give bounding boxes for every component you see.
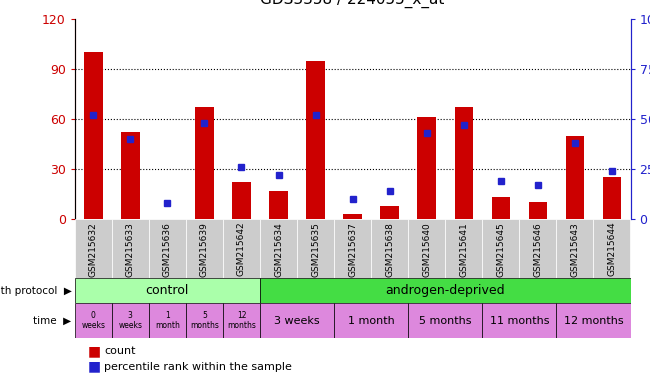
Text: GSM215645: GSM215645: [497, 222, 505, 276]
Bar: [112, 303, 149, 338]
Bar: [75, 278, 260, 303]
Bar: [149, 219, 186, 278]
Bar: [186, 219, 223, 278]
Text: 12 months: 12 months: [564, 316, 623, 326]
Bar: [556, 219, 593, 278]
Bar: [269, 190, 288, 219]
Bar: [84, 53, 103, 219]
Text: GSM215640: GSM215640: [422, 222, 431, 276]
Bar: [186, 303, 223, 338]
Bar: [454, 108, 473, 219]
Bar: [334, 303, 408, 338]
Bar: [380, 205, 399, 219]
Text: GSM215635: GSM215635: [311, 222, 320, 277]
Bar: [75, 219, 112, 278]
Bar: [260, 278, 630, 303]
Text: count: count: [104, 346, 135, 356]
Text: percentile rank within the sample: percentile rank within the sample: [104, 362, 292, 372]
Text: control: control: [146, 285, 189, 297]
Text: GSM215644: GSM215644: [608, 222, 616, 276]
Text: 0
weeks: 0 weeks: [81, 311, 105, 330]
Bar: [491, 197, 510, 219]
Text: GSM215642: GSM215642: [237, 222, 246, 276]
Text: GSM215634: GSM215634: [274, 222, 283, 276]
Text: 3
weeks: 3 weeks: [118, 311, 142, 330]
Text: GSM215637: GSM215637: [348, 222, 357, 277]
Bar: [260, 219, 297, 278]
Bar: [149, 303, 186, 338]
Text: 5 months: 5 months: [419, 316, 471, 326]
Text: 11 months: 11 months: [489, 316, 549, 326]
Text: 12
months: 12 months: [227, 311, 256, 330]
Bar: [593, 219, 630, 278]
Text: ■: ■: [88, 360, 101, 374]
Bar: [482, 219, 519, 278]
Text: 3 weeks: 3 weeks: [274, 316, 320, 326]
Text: GSM215639: GSM215639: [200, 222, 209, 277]
Bar: [408, 303, 482, 338]
Bar: [519, 219, 556, 278]
Bar: [121, 132, 140, 219]
Bar: [306, 61, 325, 219]
Bar: [195, 108, 214, 219]
Text: GSM215632: GSM215632: [89, 222, 98, 276]
Text: 1 month: 1 month: [348, 316, 395, 326]
Bar: [223, 303, 260, 338]
Text: time  ▶: time ▶: [33, 316, 72, 326]
Bar: [603, 177, 621, 219]
Text: growth protocol  ▶: growth protocol ▶: [0, 286, 72, 296]
Bar: [112, 219, 149, 278]
Text: GSM215646: GSM215646: [534, 222, 542, 276]
Text: androgen-deprived: androgen-deprived: [385, 285, 505, 297]
Bar: [371, 219, 408, 278]
Bar: [566, 136, 584, 219]
Bar: [75, 303, 112, 338]
Bar: [408, 219, 445, 278]
Bar: [445, 219, 482, 278]
Bar: [343, 214, 362, 219]
Text: 5
months: 5 months: [190, 311, 219, 330]
Bar: [334, 219, 371, 278]
Text: GSM215633: GSM215633: [126, 222, 135, 277]
Text: GSM215636: GSM215636: [163, 222, 172, 277]
Bar: [556, 303, 630, 338]
Bar: [528, 202, 547, 219]
Text: GDS3358 / 224055_x_at: GDS3358 / 224055_x_at: [261, 0, 445, 8]
Bar: [260, 303, 334, 338]
Text: GSM215643: GSM215643: [571, 222, 579, 276]
Bar: [232, 182, 251, 219]
Bar: [417, 118, 436, 219]
Bar: [223, 219, 260, 278]
Text: ■: ■: [88, 344, 101, 358]
Text: GSM215641: GSM215641: [460, 222, 468, 276]
Text: GSM215638: GSM215638: [385, 222, 394, 277]
Bar: [297, 219, 334, 278]
Text: 1
month: 1 month: [155, 311, 180, 330]
Bar: [482, 303, 556, 338]
